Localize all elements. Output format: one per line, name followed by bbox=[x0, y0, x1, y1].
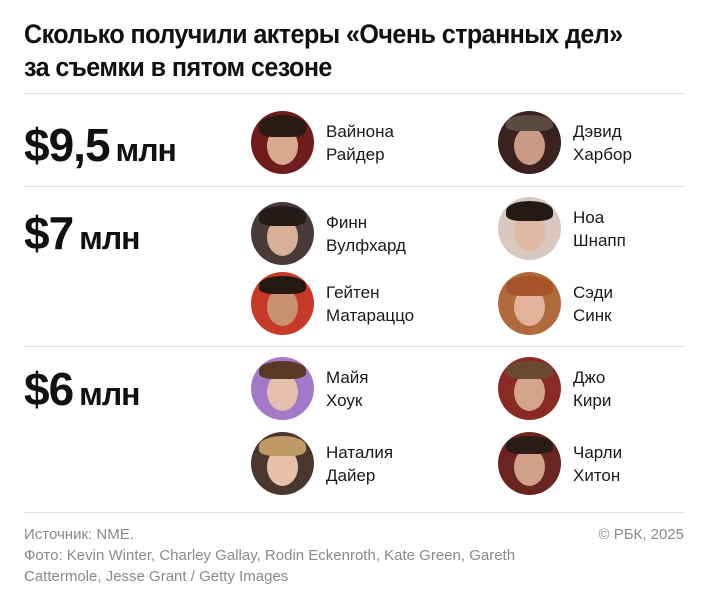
actor-winona-ryder: Вайнона Райдер bbox=[251, 111, 394, 174]
actor-last-name: Кири bbox=[573, 390, 612, 410]
actor-last-name: Хоук bbox=[326, 390, 363, 410]
actor-natalia-dyer: Наталия Дайер bbox=[251, 432, 393, 495]
actor-sadie-sink: Сэди Синк bbox=[498, 272, 613, 335]
amount-unit: млн bbox=[79, 220, 140, 256]
actor-first-name: Джо bbox=[573, 367, 606, 387]
actor-first-name: Наталия bbox=[326, 442, 394, 462]
actor-first-name: Гейтен bbox=[326, 282, 380, 302]
avatar-photo bbox=[498, 357, 561, 420]
actor-finn-wolfhard: Финн Вулфхард bbox=[251, 202, 406, 265]
avatar-photo bbox=[498, 432, 561, 495]
actor-last-name: Матараццо bbox=[326, 305, 415, 325]
actor-last-name: Дайер bbox=[326, 465, 376, 485]
infographic-title: Сколько получили актеры «Очень странных … bbox=[24, 19, 623, 82]
avatar-photo bbox=[251, 432, 314, 495]
actor-first-name: Финн bbox=[326, 212, 368, 232]
amount-unit: млн bbox=[79, 376, 140, 412]
avatar-photo bbox=[251, 272, 314, 335]
actor-first-name: Чарли bbox=[573, 442, 623, 462]
actor-gaten-matarazzo: Гейтен Матараццо bbox=[251, 272, 414, 335]
actor-last-name: Хитон bbox=[573, 465, 621, 485]
actor-joe-keery: Джо Кири bbox=[498, 357, 611, 420]
actor-last-name: Райдер bbox=[326, 144, 385, 164]
actor-david-harbour: Дэвид Харбор bbox=[498, 111, 632, 174]
tier-amount-7: $7 млн bbox=[24, 206, 141, 260]
actor-first-name: Вайнона bbox=[326, 121, 394, 141]
tier-amount-9-5: $9,5 млн bbox=[24, 118, 177, 172]
avatar-photo bbox=[251, 111, 314, 174]
photo-credits: Фото: Kevin Winter, Charley Gallay, Rodi… bbox=[24, 547, 516, 585]
actor-last-name: Синк bbox=[573, 305, 612, 325]
amount-value: $6 bbox=[24, 363, 74, 415]
avatar-photo bbox=[251, 202, 314, 265]
actor-first-name: Дэвид bbox=[573, 121, 622, 141]
amount-value: $7 bbox=[24, 207, 74, 259]
avatar-photo bbox=[498, 272, 561, 335]
source-note: Источник: NME. bbox=[24, 526, 134, 543]
copyright: © РБК, 2025 bbox=[598, 526, 684, 543]
amount-unit: млн bbox=[115, 132, 177, 168]
divider bbox=[24, 512, 685, 513]
actor-noah-schnapp: Ноа Шнапп bbox=[498, 197, 626, 260]
actor-last-name: Вулфхард bbox=[326, 235, 406, 255]
avatar-photo bbox=[498, 111, 561, 174]
actor-maya-hawke: Майя Хоук bbox=[251, 357, 369, 420]
amount-value: $9,5 bbox=[24, 119, 111, 171]
footer-credits: Источник: NME. Фото: Kevin Winter, Charl… bbox=[24, 524, 584, 587]
tier-amount-6: $6 млн bbox=[24, 362, 141, 416]
avatar-photo bbox=[251, 357, 314, 420]
actor-last-name: Харбор bbox=[573, 144, 632, 164]
divider bbox=[24, 186, 685, 187]
actor-first-name: Майя bbox=[326, 367, 369, 387]
actor-charlie-heaton: Чарли Хитон bbox=[498, 432, 622, 495]
divider bbox=[24, 346, 685, 347]
divider bbox=[24, 93, 685, 94]
actor-last-name: Шнапп bbox=[573, 230, 626, 250]
actor-first-name: Сэди bbox=[573, 282, 613, 302]
actor-first-name: Ноа bbox=[573, 207, 605, 227]
avatar-photo bbox=[498, 197, 561, 260]
